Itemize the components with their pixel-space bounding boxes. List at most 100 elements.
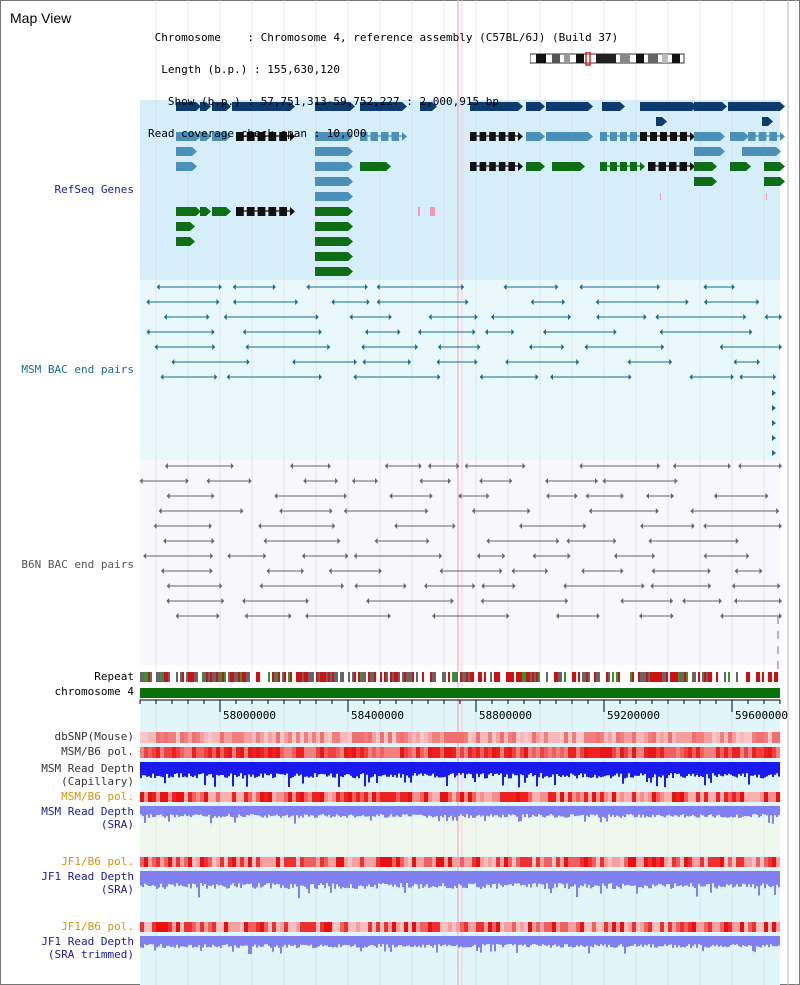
depth-bar	[232, 936, 234, 952]
bac-end-marker	[613, 538, 617, 544]
repeat-element	[354, 672, 356, 682]
heat-cell	[540, 857, 544, 867]
heat-cell	[696, 857, 700, 867]
depth-bar	[488, 762, 490, 775]
heat-cell	[320, 732, 324, 743]
heat-cell	[644, 732, 648, 743]
depth-bar	[190, 762, 192, 777]
depth-bar	[250, 871, 252, 884]
heat-cell	[192, 732, 196, 743]
bac-end-marker	[772, 420, 776, 426]
depth-bar	[216, 762, 218, 775]
depth-bar	[506, 762, 508, 775]
depth-bar	[638, 762, 640, 776]
depth-bar	[578, 762, 580, 776]
depth-bar	[322, 871, 324, 885]
bac-end-marker	[290, 463, 294, 469]
heat-cell	[588, 857, 592, 867]
heat-cell	[360, 732, 364, 743]
heat-cell	[576, 857, 580, 867]
depth-bar	[490, 936, 492, 952]
heat-cell	[404, 922, 408, 932]
depth-bar	[706, 936, 708, 948]
chromosome-ideogram[interactable]	[530, 52, 686, 66]
depth-bar	[724, 936, 726, 947]
depth-bar	[684, 936, 686, 948]
heat-cell	[144, 747, 148, 758]
heat-cell	[420, 732, 424, 743]
depth-bar	[498, 936, 500, 945]
depth-bar	[516, 806, 518, 817]
depth-bar	[442, 762, 444, 778]
depth-bar	[438, 871, 440, 887]
depth-bar	[730, 871, 732, 885]
heat-cell	[704, 747, 708, 758]
track-label-refseq[interactable]: RefSeq Genes	[54, 183, 134, 196]
depth-bar	[324, 806, 326, 816]
depth-bar	[518, 871, 520, 884]
repeat-element	[440, 672, 442, 682]
depth-bar	[620, 871, 622, 889]
heat-cell	[348, 792, 352, 802]
depth-bar	[684, 806, 686, 818]
repeat-element	[332, 672, 334, 682]
heat-cell	[580, 732, 584, 743]
depth-bar	[586, 806, 588, 816]
depth-bar	[438, 762, 440, 778]
repeat-element	[344, 672, 346, 682]
gene-strand-arrow	[690, 162, 695, 171]
heat-cell	[240, 857, 244, 867]
depth-bar	[256, 762, 258, 777]
depth-bar	[596, 936, 598, 946]
depth-bar	[202, 936, 204, 948]
track-label-b6n-bac[interactable]: B6N BAC end pairs	[21, 558, 134, 571]
heat-cell	[232, 792, 236, 802]
repeat-element	[648, 672, 650, 682]
heat-cell	[512, 857, 516, 867]
heat-cell	[212, 747, 216, 758]
gene-exon	[232, 102, 290, 111]
heat-cell	[656, 857, 660, 867]
heat-cell	[308, 857, 312, 867]
heat-cell	[236, 732, 240, 743]
bac-end-marker	[659, 329, 663, 335]
repeat-element	[288, 672, 290, 682]
heat-cell	[268, 857, 272, 867]
heat-cell	[396, 922, 400, 932]
depth-bar	[468, 762, 470, 774]
depth-bar	[730, 762, 732, 775]
depth-bar	[736, 871, 738, 885]
depth-bar	[184, 806, 186, 815]
depth-bar	[358, 871, 360, 886]
depth-bar	[778, 806, 780, 816]
track-label-msm-bac[interactable]: MSM BAC end pairs	[21, 363, 134, 376]
repeat-element	[766, 672, 768, 682]
bac-end-marker	[565, 598, 569, 604]
gene-exon	[680, 132, 687, 141]
heat-cell	[504, 732, 508, 743]
depth-bar	[744, 762, 746, 778]
heat-cell	[764, 792, 768, 802]
depth-bar	[402, 936, 404, 947]
bac-end-marker	[263, 553, 267, 559]
repeat-element	[456, 672, 458, 682]
depth-bar	[400, 762, 402, 778]
gene-exon	[552, 162, 580, 171]
repeat-element	[432, 672, 434, 682]
heat-cell	[684, 922, 688, 932]
depth-bar	[342, 806, 344, 817]
heat-cell	[308, 747, 312, 758]
repeat-element	[316, 672, 318, 682]
heat-cell	[344, 732, 348, 743]
gene-strand-arrow	[640, 162, 645, 171]
gene-strand-arrow	[348, 222, 353, 231]
depth-bar	[286, 762, 288, 774]
depth-bar	[160, 762, 162, 777]
heat-cell	[588, 792, 592, 802]
depth-bar	[452, 806, 454, 821]
bac-end-marker	[301, 568, 305, 574]
depth-bar	[356, 762, 358, 777]
heat-cell	[740, 922, 744, 932]
depth-bar	[524, 806, 526, 818]
bac-end-marker	[418, 463, 422, 469]
